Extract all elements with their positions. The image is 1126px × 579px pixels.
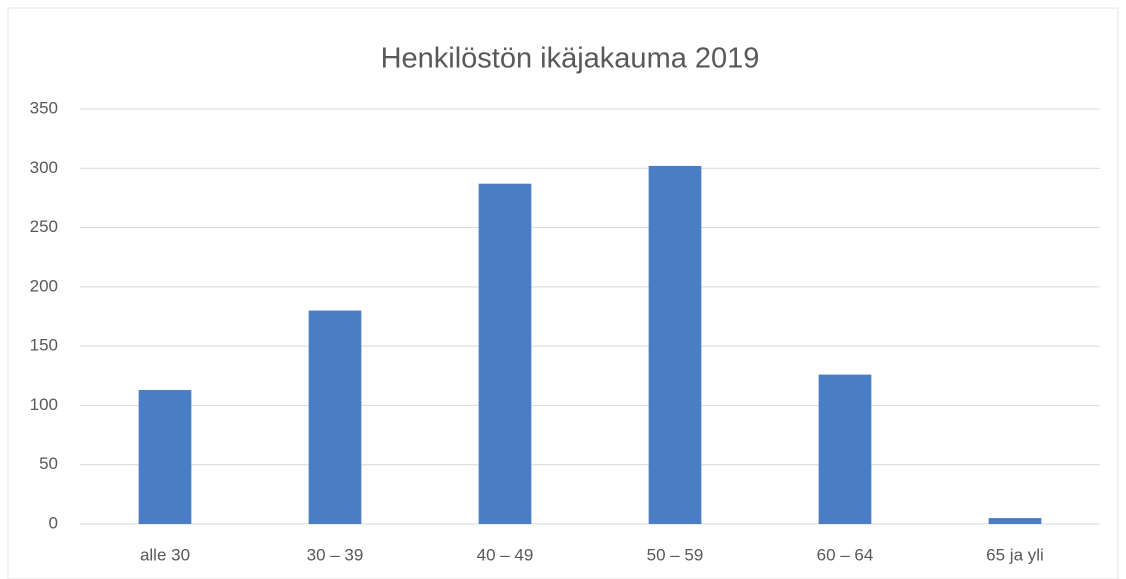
bar: [478, 183, 532, 524]
x-tick-label: 30 – 39: [307, 545, 364, 564]
bar: [818, 374, 872, 524]
y-tick-label: 200: [30, 276, 58, 295]
x-tick-label: 65 ja yli: [986, 545, 1044, 564]
x-tick-label: 50 – 59: [647, 545, 704, 564]
bar: [648, 165, 702, 524]
x-tick-label: alle 30: [140, 545, 190, 564]
y-tick-label: 250: [30, 217, 58, 236]
chart-border: [7, 7, 1119, 579]
bar: [138, 390, 192, 524]
bar: [988, 518, 1042, 524]
y-tick-label: 350: [30, 98, 58, 117]
bar: [308, 310, 362, 524]
x-tick-label: 60 – 64: [817, 545, 874, 564]
chart-title: Henkilöstön ikäjakauma 2019: [381, 43, 760, 75]
y-tick-label: 50: [39, 454, 58, 473]
y-tick-label: 150: [30, 336, 58, 355]
y-tick-label: 300: [30, 158, 58, 177]
x-tick-label: 40 – 49: [477, 545, 534, 564]
y-tick-label: 0: [49, 513, 58, 532]
y-tick-label: 100: [30, 395, 58, 414]
